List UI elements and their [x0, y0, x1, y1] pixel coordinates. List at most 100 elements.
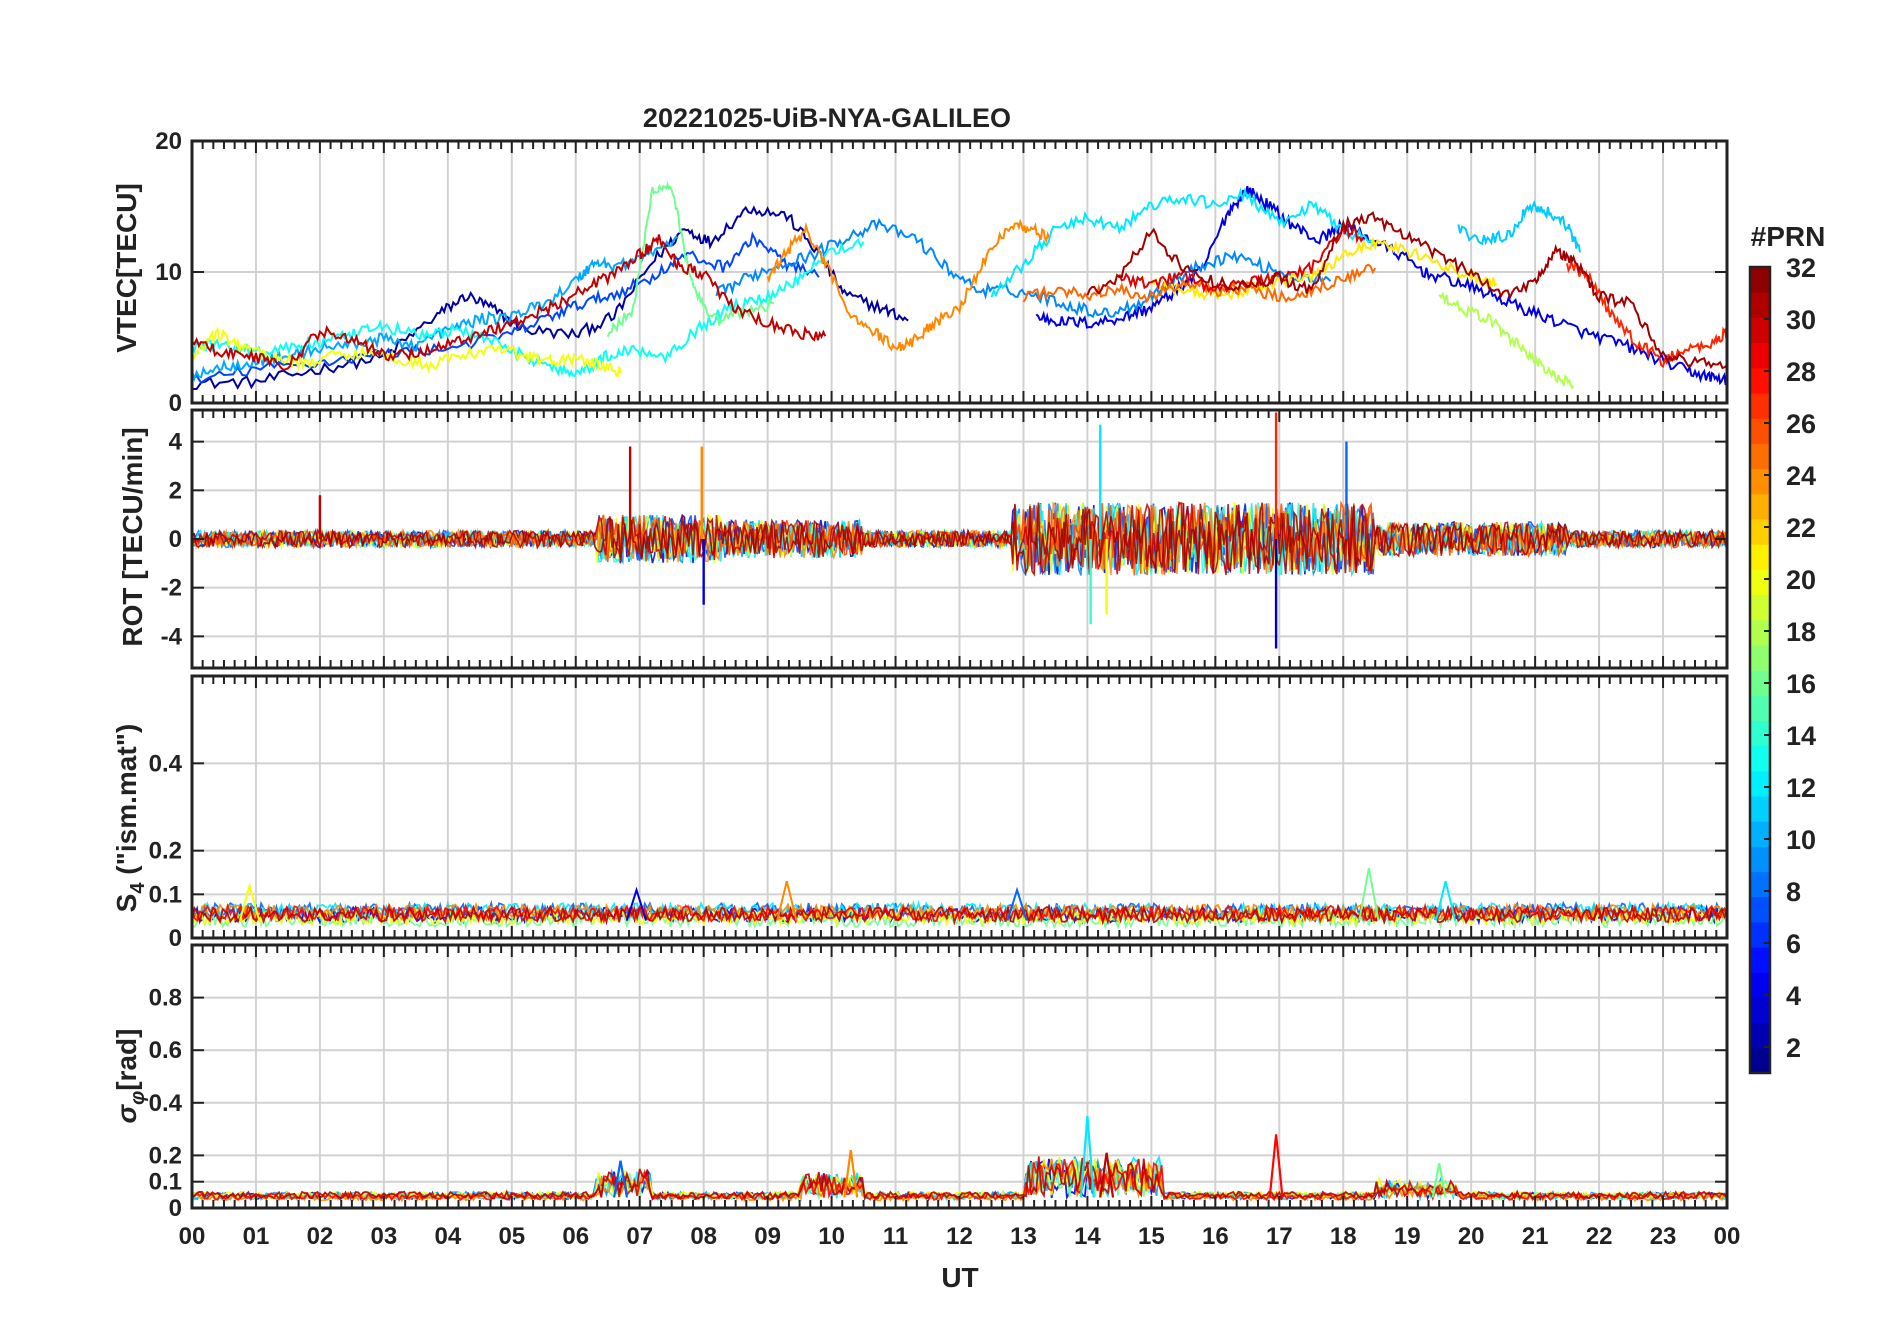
- colorbar-segment: [1750, 569, 1770, 596]
- vtec-series-prn-27: [1566, 259, 1728, 369]
- colorbar-segment: [1750, 821, 1770, 847]
- y-tick-label: 10: [155, 259, 182, 286]
- colorbar-segment: [1750, 871, 1770, 898]
- sigma-peak: [1431, 1163, 1447, 1198]
- colorbar-tick-label: 4: [1786, 981, 1801, 1011]
- colorbar-tick-label: 26: [1786, 409, 1816, 439]
- colorbar-tick-label: 2: [1786, 1033, 1801, 1063]
- y-tick-label: 0.2: [149, 1142, 182, 1169]
- sigma-peak: [1079, 1115, 1095, 1198]
- s4-peak: [239, 881, 261, 921]
- x-tick-label: 16: [1202, 1223, 1229, 1250]
- x-tick-label: 05: [498, 1223, 525, 1250]
- x-tick-label: 14: [1074, 1223, 1101, 1250]
- y-tick-label: 0: [169, 925, 182, 952]
- y-tick-label: 0.4: [149, 1090, 183, 1117]
- x-tick-label: 23: [1650, 1223, 1677, 1250]
- y-tick-label: 2: [169, 477, 182, 504]
- x-tick-label: 04: [434, 1223, 461, 1250]
- colorbar-segment: [1750, 443, 1770, 470]
- colorbar-tick-label: 28: [1786, 357, 1816, 387]
- vtec-series-prn-12: [990, 187, 1376, 298]
- s4-peak: [1006, 886, 1028, 921]
- x-tick-label: 12: [946, 1223, 973, 1250]
- y-tick-label: 0.8: [149, 985, 182, 1012]
- sigma-peak: [1268, 1134, 1284, 1198]
- colorbar-segment: [1750, 921, 1770, 948]
- colorbar-tick-label: 10: [1786, 825, 1816, 855]
- vtec-series-prn-25: [1022, 263, 1377, 304]
- colorbar-segment: [1750, 947, 1770, 973]
- x-tick-label: 03: [371, 1223, 398, 1250]
- colorbar-tick-label: 12: [1786, 773, 1816, 803]
- colorbar-segment: [1750, 695, 1770, 721]
- vtec-y-label: VTEC[TECU]: [111, 183, 142, 353]
- colorbar-segment: [1750, 795, 1770, 822]
- colorbar-segment: [1750, 392, 1770, 419]
- y-tick-label: 0.1: [149, 1169, 182, 1196]
- x-tick-label: 15: [1138, 1223, 1165, 1250]
- colorbar-segment: [1750, 997, 1770, 1024]
- rot-series-prn-31: [191, 502, 1728, 577]
- x-tick-label: 20: [1458, 1223, 1485, 1250]
- x-axis-label: UT: [941, 1262, 978, 1293]
- sigma-phi-y-label: σφ[rad]: [111, 1029, 149, 1124]
- colorbar-title: #PRN: [1751, 221, 1826, 252]
- y-tick-label: 4: [169, 429, 183, 456]
- x-tick-label: 17: [1266, 1223, 1293, 1250]
- colorbar-tick-label: 8: [1786, 877, 1801, 907]
- s4-peak: [625, 886, 648, 921]
- x-tick-label: 02: [307, 1223, 334, 1250]
- x-tick-label: 22: [1586, 1223, 1613, 1250]
- colorbar-segment: [1750, 267, 1770, 293]
- colorbar-segment: [1750, 594, 1770, 621]
- x-tick-labels: 00 01 02 03 04 05 06 07 08 09 10 11 12 13 14 15 16 17 18 19…: [179, 1223, 1741, 1250]
- sigma-peak: [1099, 1152, 1115, 1198]
- s4-y-label: S4 ("ism.mat"): [111, 724, 149, 913]
- sigma-phi-panel: 00.10.2 0.4 0.6 0.8: [149, 943, 1729, 1222]
- colorbar-segment: [1750, 670, 1770, 696]
- x-tick-label: 21: [1522, 1223, 1549, 1250]
- colorbar-segment: [1750, 418, 1770, 444]
- colorbar-tick-label: 18: [1786, 617, 1816, 647]
- colorbar-tick-label: 32: [1786, 253, 1816, 283]
- colorbar-frame: [1748, 265, 1772, 1075]
- s4-peak: [1358, 867, 1380, 921]
- s4-series-prn-30: [191, 903, 1728, 926]
- x-tick-label: 10: [818, 1223, 845, 1250]
- colorbar-segment: [1750, 896, 1770, 923]
- s4-peak: [776, 880, 798, 921]
- vtec-series-prn-18: [1438, 291, 1575, 390]
- vtec-series-prn-30: [191, 234, 827, 371]
- x-tick-label: 07: [626, 1223, 653, 1250]
- colorbar-segment: [1750, 1022, 1770, 1049]
- s4-peak: [1435, 880, 1457, 921]
- y-tick-label: 0.6: [149, 1037, 182, 1064]
- y-tick-label: 0: [169, 390, 182, 417]
- x-tick-label: 00: [179, 1223, 206, 1250]
- rot-series-prn-24: [191, 501, 1728, 575]
- colorbar-segment: [1750, 745, 1770, 772]
- colorbar-segment: [1750, 317, 1770, 344]
- y-tick-label: 0: [169, 526, 182, 553]
- colorbar-tick-label: 6: [1786, 929, 1801, 959]
- sigma-peak: [613, 1160, 629, 1198]
- colorbar-tick-label: 24: [1786, 461, 1816, 491]
- x-tick-label: 00: [1714, 1223, 1741, 1250]
- colorbar-tick-label: 20: [1786, 565, 1816, 595]
- rot-panel: -4 -2 0 2 4: [161, 408, 1729, 670]
- y-tick-label: 0.4: [149, 750, 183, 777]
- colorbar-tick-label: 16: [1786, 669, 1816, 699]
- colorbar-segment: [1750, 846, 1770, 873]
- x-tick-label: 06: [562, 1223, 589, 1250]
- chart-title: 20221025-UiB-NYA-GALILEO: [643, 103, 1011, 133]
- colorbar-segment: [1750, 468, 1770, 495]
- colorbar-segment: [1750, 972, 1770, 999]
- x-tick-label: 19: [1394, 1223, 1421, 1250]
- colorbar-segment: [1750, 1047, 1770, 1074]
- colorbar-tick-label: 30: [1786, 305, 1816, 335]
- colorbar-segment: [1750, 770, 1770, 797]
- x-tick-label: 18: [1330, 1223, 1357, 1250]
